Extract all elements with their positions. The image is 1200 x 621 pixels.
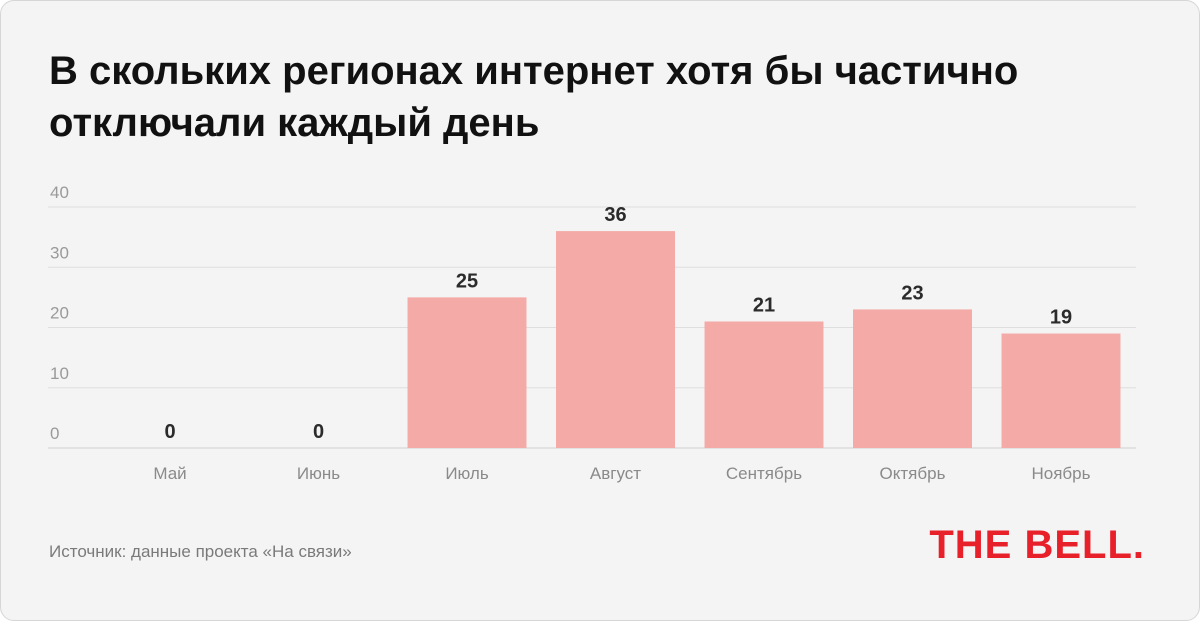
x-tick-label: Июль [445, 464, 489, 483]
y-tick-label: 40 [50, 183, 69, 202]
x-tick-label: Октябрь [880, 464, 946, 483]
data-label: 0 [164, 421, 175, 443]
y-tick-label: 0 [50, 424, 59, 443]
data-label: 25 [456, 270, 478, 292]
source-note: Источник: данные проекта «На связи» [49, 542, 352, 561]
chart-title: В скольких регионах интернет хотя бы час… [49, 45, 1149, 149]
y-tick-label: 10 [50, 364, 69, 383]
x-tick-label: Ноябрь [1032, 464, 1091, 483]
data-label: 23 [901, 282, 923, 304]
bar [704, 321, 824, 448]
y-tick-label: 30 [50, 243, 69, 262]
bar [556, 231, 675, 448]
bar [1001, 333, 1121, 448]
data-label: 36 [604, 204, 626, 226]
title-line-1: В скольких регионах интернет хотя бы час… [49, 49, 1019, 93]
y-tick-label: 20 [50, 304, 69, 323]
data-label: 19 [1050, 307, 1072, 329]
bar [407, 297, 527, 448]
x-tick-label: Июнь [297, 464, 340, 483]
bar-chart: 0 10 20 30 40 0 Май 0 Июнь 25 Июль 36 Август 21 Сентяб… [48, 183, 1136, 483]
data-label: 21 [753, 294, 775, 316]
data-label: 0 [313, 421, 324, 443]
x-tick-label: Май [153, 464, 186, 483]
x-tick-label: Август [590, 464, 641, 483]
bar [853, 309, 972, 448]
title-line-2: отключали каждый день [49, 101, 540, 145]
brand-logo: THE BELL. [929, 523, 1145, 567]
x-tick-label: Сентябрь [726, 464, 802, 483]
